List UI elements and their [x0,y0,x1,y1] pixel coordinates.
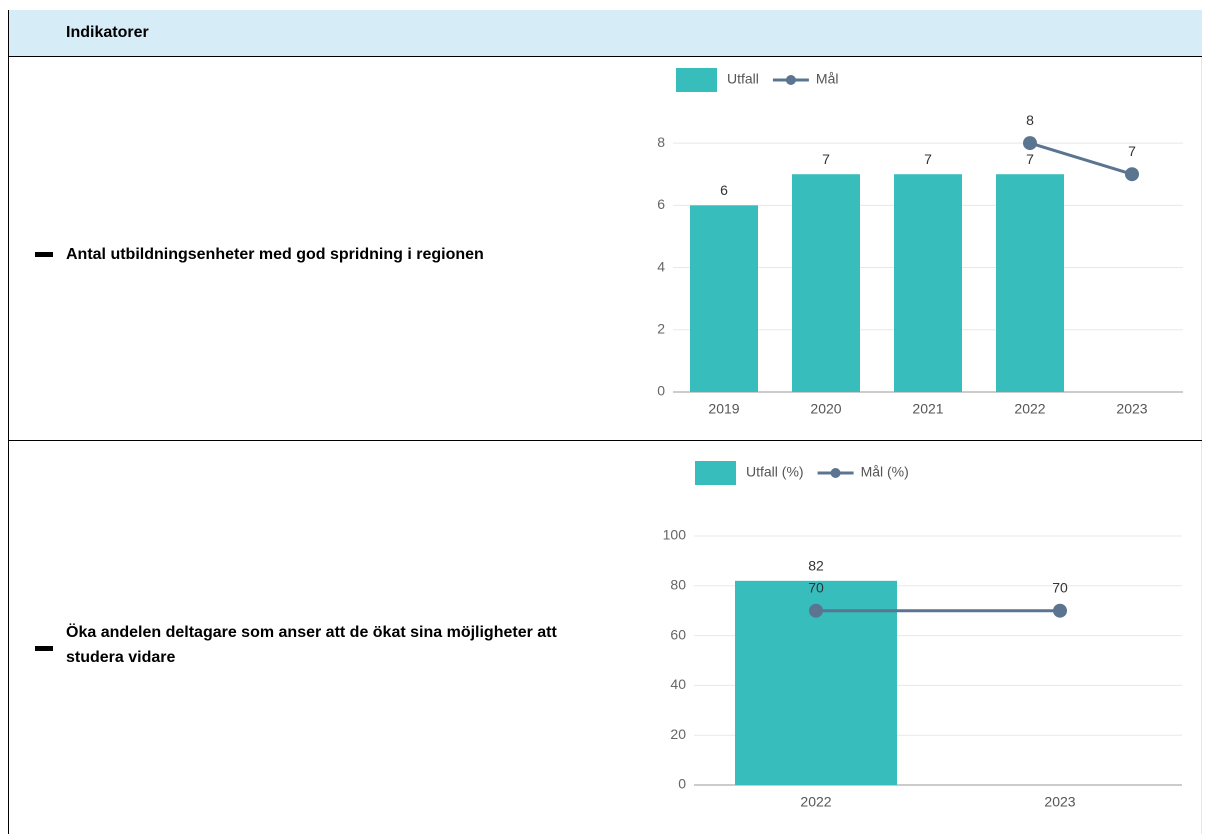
border [1201,10,1202,834]
line-point [1023,136,1037,151]
data-label: 8 [1026,112,1034,128]
data-label: 70 [1052,579,1068,595]
row-label: Öka andelen deltagare som anser att de ö… [66,624,557,666]
y-tick-label: 100 [663,527,687,543]
line-point [809,603,823,618]
bar [690,205,758,392]
y-tick-label: 6 [657,196,665,212]
data-label: 7 [822,151,830,167]
legend-swatch [676,68,717,92]
x-tick-label: 2020 [810,401,841,417]
y-tick-label: 4 [657,258,665,274]
bar [894,174,962,392]
legend-label: Mål [816,71,839,87]
x-tick-label: 2023 [1116,401,1147,417]
y-tick-label: 8 [657,134,665,150]
row-label: Antal utbildningsenheter med god spridni… [66,246,484,263]
x-tick-label: 2019 [708,401,739,417]
line-point [1053,603,1067,618]
legend-swatch [785,75,796,85]
border [8,56,1202,57]
line-point [1125,167,1139,182]
border [8,440,1202,441]
collapse-icon[interactable] [35,646,53,651]
data-label: 7 [1026,151,1034,167]
y-tick-label: 80 [670,577,686,593]
legend-label: Utfall [727,71,759,87]
legend-swatch [695,461,736,485]
data-label: 7 [1128,143,1136,159]
collapse-icon[interactable] [35,252,53,257]
x-tick-label: 2021 [912,401,943,417]
legend-swatch [830,468,841,478]
line [1029,141,1133,176]
bar [996,174,1064,392]
y-tick-label: 20 [670,726,686,742]
x-tick-label: 2022 [1014,401,1045,417]
y-tick-label: 60 [670,626,686,642]
x-tick-label: 2023 [1044,794,1075,810]
header: Indikatorer [9,10,1201,56]
data-label: 6 [720,182,728,198]
legend-label: Utfall (%) [746,464,804,480]
data-label: 70 [808,579,824,595]
y-tick-label: 0 [678,776,686,792]
y-tick-label: 40 [670,676,686,692]
legend-label: Mål (%) [861,464,909,480]
y-tick-label: 0 [657,383,665,399]
y-tick-label: 2 [657,320,665,336]
header-title: Indikatorer [66,24,149,41]
bar [792,174,860,392]
border [8,10,9,834]
data-label: 7 [924,151,932,167]
x-tick-label: 2022 [800,794,831,810]
data-label: 82 [808,558,824,574]
